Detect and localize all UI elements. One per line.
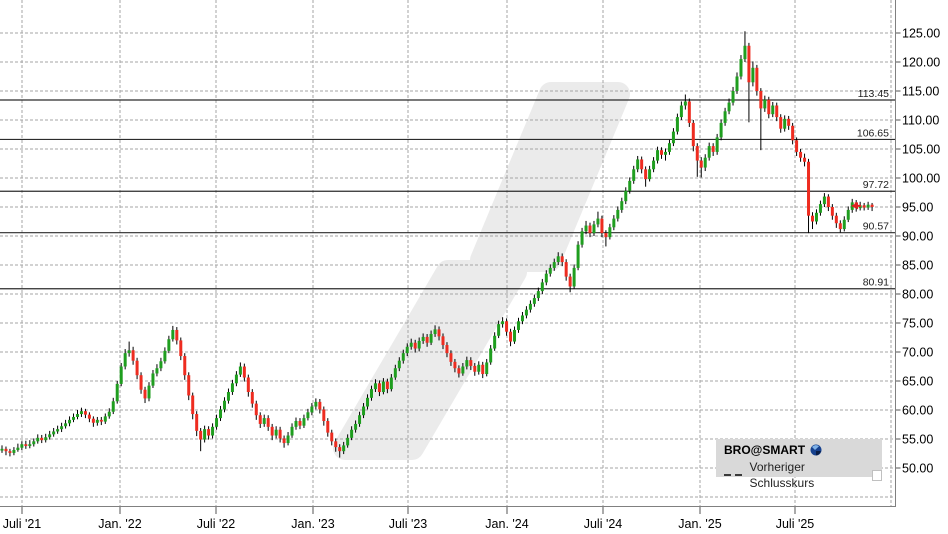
svg-text:110.00: 110.00 bbox=[902, 114, 939, 128]
svg-text:125.00: 125.00 bbox=[902, 27, 940, 41]
svg-text:75.00: 75.00 bbox=[902, 317, 933, 331]
axis-labels: 50.00 55.00 60.00 65.00 70.00 75.00 80.00 85.00… bbox=[3, 27, 941, 532]
axes bbox=[0, 0, 901, 514]
svg-text:113.45: 113.45 bbox=[858, 88, 889, 100]
svg-text:Juli '25: Juli '25 bbox=[776, 517, 815, 531]
globe-icon bbox=[810, 444, 822, 456]
legend-color-swatch[interactable] bbox=[871, 469, 882, 481]
svg-text:120.00: 120.00 bbox=[902, 56, 940, 70]
svg-text:60.00: 60.00 bbox=[902, 404, 933, 418]
svg-text:105.00: 105.00 bbox=[902, 143, 940, 157]
last-price-marker bbox=[851, 202, 861, 210]
dashed-line-swatch bbox=[724, 474, 745, 476]
svg-text:100.00: 100.00 bbox=[902, 172, 940, 186]
svg-text:Jan. '23: Jan. '23 bbox=[291, 517, 334, 531]
candlesticks bbox=[0, 31, 874, 458]
svg-text:Jan. '24: Jan. '24 bbox=[485, 517, 528, 531]
svg-text:55.00: 55.00 bbox=[902, 433, 933, 447]
svg-text:Jan. '25: Jan. '25 bbox=[678, 517, 721, 531]
instrument-title: BRO@SMART bbox=[724, 443, 806, 457]
svg-text:115.00: 115.00 bbox=[902, 85, 939, 99]
svg-text:Juli '23: Juli '23 bbox=[389, 517, 428, 531]
watermark-logo bbox=[333, 82, 630, 460]
svg-text:90.00: 90.00 bbox=[902, 230, 933, 244]
svg-text:Juli '24: Juli '24 bbox=[584, 517, 623, 531]
svg-text:Jan. '22: Jan. '22 bbox=[98, 517, 141, 531]
svg-text:85.00: 85.00 bbox=[902, 259, 933, 273]
svg-text:Juli '22: Juli '22 bbox=[197, 517, 236, 531]
legend-item-label: Vorheriger Schlusskurs bbox=[749, 460, 815, 490]
gridlines bbox=[0, 0, 895, 506]
svg-text:80.00: 80.00 bbox=[902, 288, 933, 302]
legend-box: BRO@SMART Vorheriger Schlusskurs bbox=[716, 439, 882, 490]
svg-text:70.00: 70.00 bbox=[902, 346, 933, 360]
svg-text:95.00: 95.00 bbox=[902, 201, 933, 215]
svg-text:90.57: 90.57 bbox=[863, 221, 889, 233]
svg-text:80.91: 80.91 bbox=[863, 277, 889, 289]
price-level-lines bbox=[0, 99, 895, 290]
svg-text:97.72: 97.72 bbox=[863, 179, 889, 191]
svg-text:50.00: 50.00 bbox=[902, 462, 933, 476]
svg-text:Juli '21: Juli '21 bbox=[3, 517, 42, 531]
svg-text:65.00: 65.00 bbox=[902, 375, 933, 389]
svg-text:106.65: 106.65 bbox=[857, 127, 889, 139]
